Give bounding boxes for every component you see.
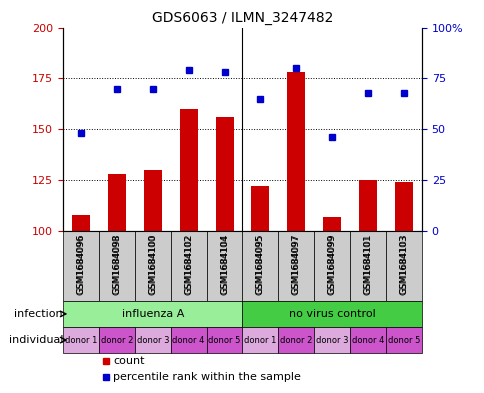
FancyBboxPatch shape (135, 231, 170, 301)
FancyBboxPatch shape (170, 231, 206, 301)
FancyBboxPatch shape (99, 231, 135, 301)
FancyBboxPatch shape (63, 301, 242, 327)
Text: donor 3: donor 3 (136, 336, 169, 345)
Text: individual: individual (9, 335, 63, 345)
Text: percentile rank within the sample: percentile rank within the sample (113, 372, 301, 382)
Text: GSM1684099: GSM1684099 (327, 235, 336, 295)
Text: donor 4: donor 4 (172, 336, 204, 345)
Text: GSM1684102: GSM1684102 (184, 235, 193, 295)
Text: GSM1684097: GSM1684097 (291, 233, 300, 294)
Text: GSM1684101: GSM1684101 (363, 235, 372, 295)
FancyBboxPatch shape (170, 327, 206, 353)
Bar (251, 186, 269, 231)
FancyBboxPatch shape (63, 231, 99, 301)
Bar (287, 72, 305, 231)
Text: GSM1684104: GSM1684104 (220, 233, 228, 294)
Text: donor 5: donor 5 (387, 336, 419, 345)
Text: GSM1684096: GSM1684096 (76, 233, 85, 294)
Text: donor 1: donor 1 (244, 336, 276, 345)
Text: GSM1684104: GSM1684104 (220, 235, 228, 295)
FancyBboxPatch shape (63, 327, 99, 353)
Bar (143, 170, 161, 231)
Bar (215, 117, 233, 231)
FancyBboxPatch shape (385, 231, 421, 301)
Text: donor 2: donor 2 (101, 336, 133, 345)
Bar (394, 182, 412, 231)
FancyBboxPatch shape (349, 231, 385, 301)
Text: donor 4: donor 4 (351, 336, 383, 345)
Text: donor 1: donor 1 (65, 336, 97, 345)
Text: GSM1684100: GSM1684100 (148, 233, 157, 294)
FancyBboxPatch shape (206, 327, 242, 353)
FancyBboxPatch shape (242, 231, 278, 301)
FancyBboxPatch shape (99, 327, 135, 353)
Text: infection: infection (15, 309, 63, 319)
Text: GSM1684099: GSM1684099 (327, 233, 336, 294)
Text: GSM1684095: GSM1684095 (256, 235, 264, 295)
Text: donor 5: donor 5 (208, 336, 240, 345)
Text: GSM1684097: GSM1684097 (291, 235, 300, 295)
Bar (72, 215, 90, 231)
Bar (322, 217, 340, 231)
FancyBboxPatch shape (242, 301, 421, 327)
Text: GSM1684103: GSM1684103 (399, 235, 408, 295)
Text: GSM1684100: GSM1684100 (148, 235, 157, 295)
FancyBboxPatch shape (385, 327, 421, 353)
Text: donor 3: donor 3 (315, 336, 348, 345)
FancyBboxPatch shape (242, 327, 278, 353)
FancyBboxPatch shape (206, 231, 242, 301)
FancyBboxPatch shape (135, 327, 170, 353)
Bar (358, 180, 376, 231)
FancyBboxPatch shape (349, 327, 385, 353)
Text: donor 2: donor 2 (280, 336, 312, 345)
Text: no virus control: no virus control (288, 309, 375, 319)
Text: GSM1684102: GSM1684102 (184, 233, 193, 294)
FancyBboxPatch shape (314, 231, 349, 301)
FancyBboxPatch shape (278, 327, 314, 353)
Bar (107, 174, 125, 231)
Text: count: count (113, 356, 145, 366)
FancyBboxPatch shape (314, 327, 349, 353)
Text: GSM1684096: GSM1684096 (76, 235, 85, 295)
FancyBboxPatch shape (278, 231, 314, 301)
Text: GSM1684098: GSM1684098 (112, 233, 121, 294)
Title: GDS6063 / ILMN_3247482: GDS6063 / ILMN_3247482 (151, 11, 333, 25)
Text: GSM1684095: GSM1684095 (256, 233, 264, 294)
Text: GSM1684101: GSM1684101 (363, 233, 372, 294)
Text: GSM1684103: GSM1684103 (399, 233, 408, 294)
Bar (179, 109, 197, 231)
Text: GSM1684098: GSM1684098 (112, 235, 121, 295)
Text: influenza A: influenza A (121, 309, 183, 319)
